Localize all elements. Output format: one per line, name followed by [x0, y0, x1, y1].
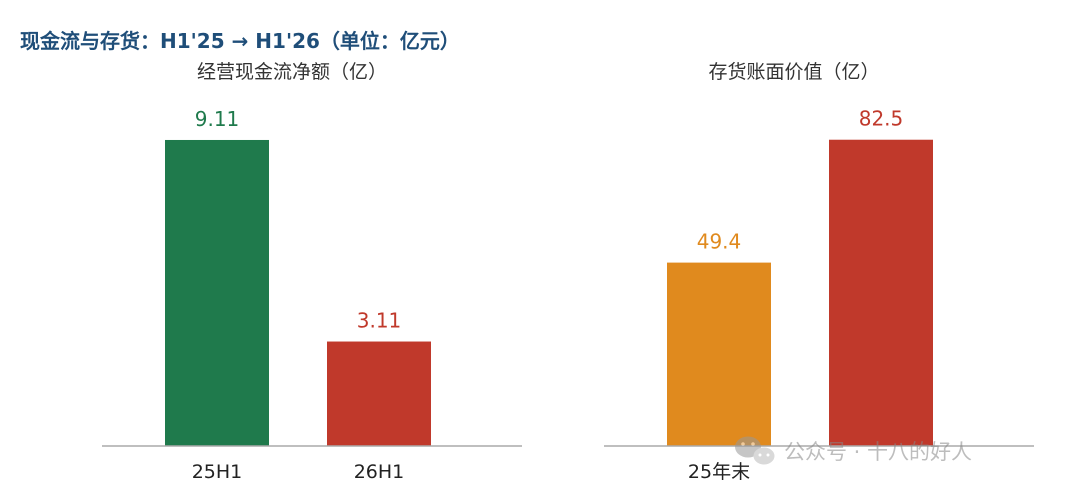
- watermark-text: 公众号 · 十八的好人: [784, 440, 972, 464]
- chart-title: 现金流与存货：H1'25 → H1'26（单位：亿元）: [20, 29, 460, 53]
- x-tick-label: 25年末: [688, 461, 750, 483]
- panel-operating-cash-flow: 经营现金流净额（亿） 9.11 25H1 3.11 26H1: [102, 61, 522, 483]
- data-label: 82.5: [859, 107, 904, 131]
- bar: [667, 262, 771, 446]
- x-tick-label: 26H1: [354, 461, 405, 483]
- data-label: 9.11: [195, 107, 240, 131]
- bar: [327, 341, 431, 446]
- panel-title: 经营现金流净额（亿）: [197, 61, 387, 83]
- bar-group: 9.11 25H1 3.11 26H1: [165, 107, 431, 483]
- bar: [829, 139, 933, 446]
- data-label: 49.4: [697, 230, 742, 254]
- wechat-icon: [735, 436, 775, 465]
- bar: [165, 139, 269, 446]
- x-tick-label: 25H1: [192, 461, 243, 483]
- panel-inventory-value: 存货账面价值（亿） 49.4 25年末 82.5: [604, 61, 1034, 483]
- bar-group: 49.4 25年末 82.5: [667, 107, 933, 483]
- panel-title: 存货账面价值（亿）: [708, 61, 879, 83]
- data-label: 3.11: [357, 309, 402, 333]
- watermark: 公众号 · 十八的好人: [735, 436, 972, 465]
